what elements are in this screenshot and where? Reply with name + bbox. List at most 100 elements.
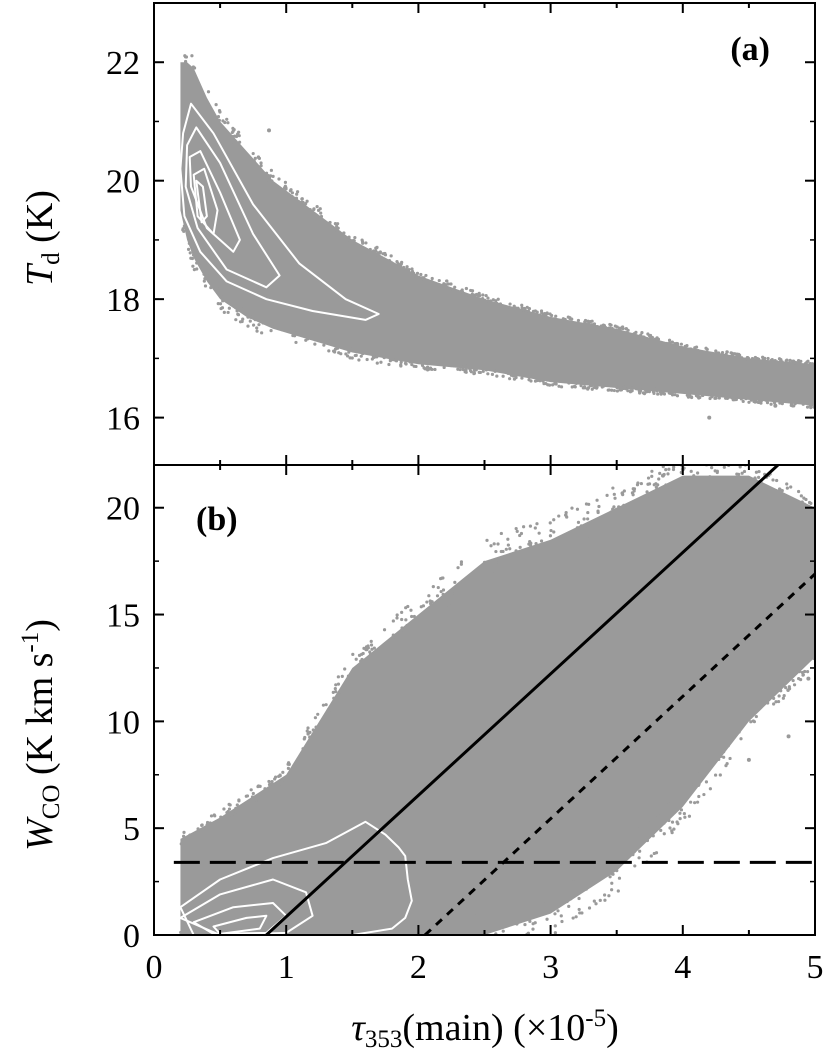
scatter-point bbox=[292, 196, 296, 200]
scatter-point bbox=[719, 754, 723, 759]
scatter-point bbox=[535, 310, 539, 314]
scatter-point bbox=[265, 177, 269, 182]
scatter-point bbox=[761, 358, 765, 362]
scatter-point bbox=[711, 480, 716, 484]
scatter-point bbox=[538, 313, 542, 317]
scatter-point bbox=[231, 135, 235, 139]
scatter-point bbox=[208, 821, 212, 825]
scatter-point bbox=[774, 489, 779, 493]
scatter-point bbox=[289, 769, 293, 773]
scatter-point bbox=[739, 721, 744, 725]
scatter-point bbox=[241, 317, 245, 321]
scatter-point bbox=[696, 471, 700, 475]
scatter-point bbox=[183, 59, 188, 64]
scatter-point bbox=[249, 788, 253, 792]
scatter-point bbox=[316, 337, 321, 341]
scatter-point bbox=[430, 276, 434, 281]
scatter-point bbox=[673, 393, 677, 397]
scatter-point bbox=[451, 913, 455, 917]
scatter-point bbox=[632, 850, 636, 854]
scatter-point bbox=[714, 349, 718, 353]
scatter-point bbox=[616, 515, 620, 519]
scatter-point bbox=[277, 189, 281, 193]
scatter-point bbox=[686, 395, 691, 399]
scatter-point bbox=[324, 703, 328, 707]
scatter-point bbox=[726, 485, 731, 490]
scatter-point bbox=[389, 642, 394, 646]
scatter-point bbox=[308, 735, 312, 739]
scatter-point bbox=[222, 937, 225, 940]
scatter-point bbox=[472, 369, 477, 373]
scatter-point bbox=[303, 753, 308, 757]
scatter-point bbox=[592, 881, 596, 885]
scatter-point bbox=[520, 308, 524, 312]
scatter-point bbox=[246, 324, 250, 328]
scatter-point bbox=[319, 214, 324, 219]
scatter-point bbox=[304, 202, 308, 206]
scatter-point bbox=[728, 756, 732, 761]
scatter-point bbox=[205, 828, 209, 832]
scatter-point bbox=[702, 773, 706, 777]
scatter-point bbox=[347, 920, 351, 924]
y-tick-label: 0 bbox=[123, 918, 140, 955]
scatter-point bbox=[252, 162, 256, 166]
scatter-point bbox=[214, 103, 218, 107]
scatter-point bbox=[778, 495, 783, 500]
scatter-point bbox=[354, 675, 358, 679]
scatter-point bbox=[408, 629, 412, 633]
scatter-point bbox=[782, 694, 786, 698]
scatter-point bbox=[281, 327, 285, 332]
scatter-point bbox=[391, 619, 395, 623]
scatter-point bbox=[689, 800, 693, 804]
scatter-point bbox=[799, 494, 803, 498]
scatter-point bbox=[277, 177, 281, 181]
scatter-point bbox=[637, 388, 641, 392]
scatter-point bbox=[754, 714, 758, 719]
scatter-point bbox=[605, 516, 609, 520]
scatter-point bbox=[520, 303, 524, 307]
scatter-point bbox=[209, 814, 214, 818]
scatter-point bbox=[544, 891, 549, 895]
scatter-point bbox=[370, 921, 374, 925]
scatter-point bbox=[305, 331, 309, 335]
scatter-point bbox=[693, 801, 697, 805]
scatter-point bbox=[744, 397, 748, 401]
scatter-point bbox=[425, 279, 429, 283]
scatter-point bbox=[360, 652, 364, 656]
scatter-point bbox=[689, 395, 694, 399]
scatter-point bbox=[490, 372, 495, 376]
scatter-point bbox=[535, 522, 539, 526]
scatter-point bbox=[481, 293, 485, 297]
scatter-point bbox=[612, 492, 616, 496]
scatter-point bbox=[218, 302, 223, 306]
scatter-point bbox=[263, 942, 266, 945]
scatter-point bbox=[544, 314, 548, 319]
scatter-point bbox=[426, 610, 430, 614]
scatter-point bbox=[359, 354, 363, 358]
scatter-point bbox=[475, 298, 479, 302]
scatter-point bbox=[725, 350, 729, 354]
scatter-point bbox=[439, 576, 443, 581]
scatter-point bbox=[307, 921, 311, 926]
scatter-point bbox=[336, 222, 340, 226]
scatter-point bbox=[361, 346, 365, 350]
scatter-point bbox=[563, 317, 567, 322]
scatter-point bbox=[754, 470, 759, 474]
scatter-point bbox=[235, 803, 239, 807]
scatter-point bbox=[638, 826, 642, 831]
scatter-point bbox=[552, 377, 557, 381]
scatter-point bbox=[545, 917, 549, 921]
y-axis-label-b: WCO (K km s-1) bbox=[17, 619, 65, 851]
scatter-point bbox=[700, 459, 703, 462]
scatter-point bbox=[726, 458, 729, 461]
scatter-point bbox=[557, 903, 561, 907]
scatter-point bbox=[395, 948, 398, 951]
scatter-point bbox=[580, 911, 584, 915]
scatter-point bbox=[355, 348, 359, 352]
scatter-point bbox=[650, 469, 654, 473]
scatter-point bbox=[683, 815, 687, 819]
scatter-point bbox=[636, 481, 640, 485]
density-contour bbox=[179, 102, 380, 321]
scatter-point bbox=[374, 249, 378, 253]
scatter-point bbox=[633, 841, 637, 845]
